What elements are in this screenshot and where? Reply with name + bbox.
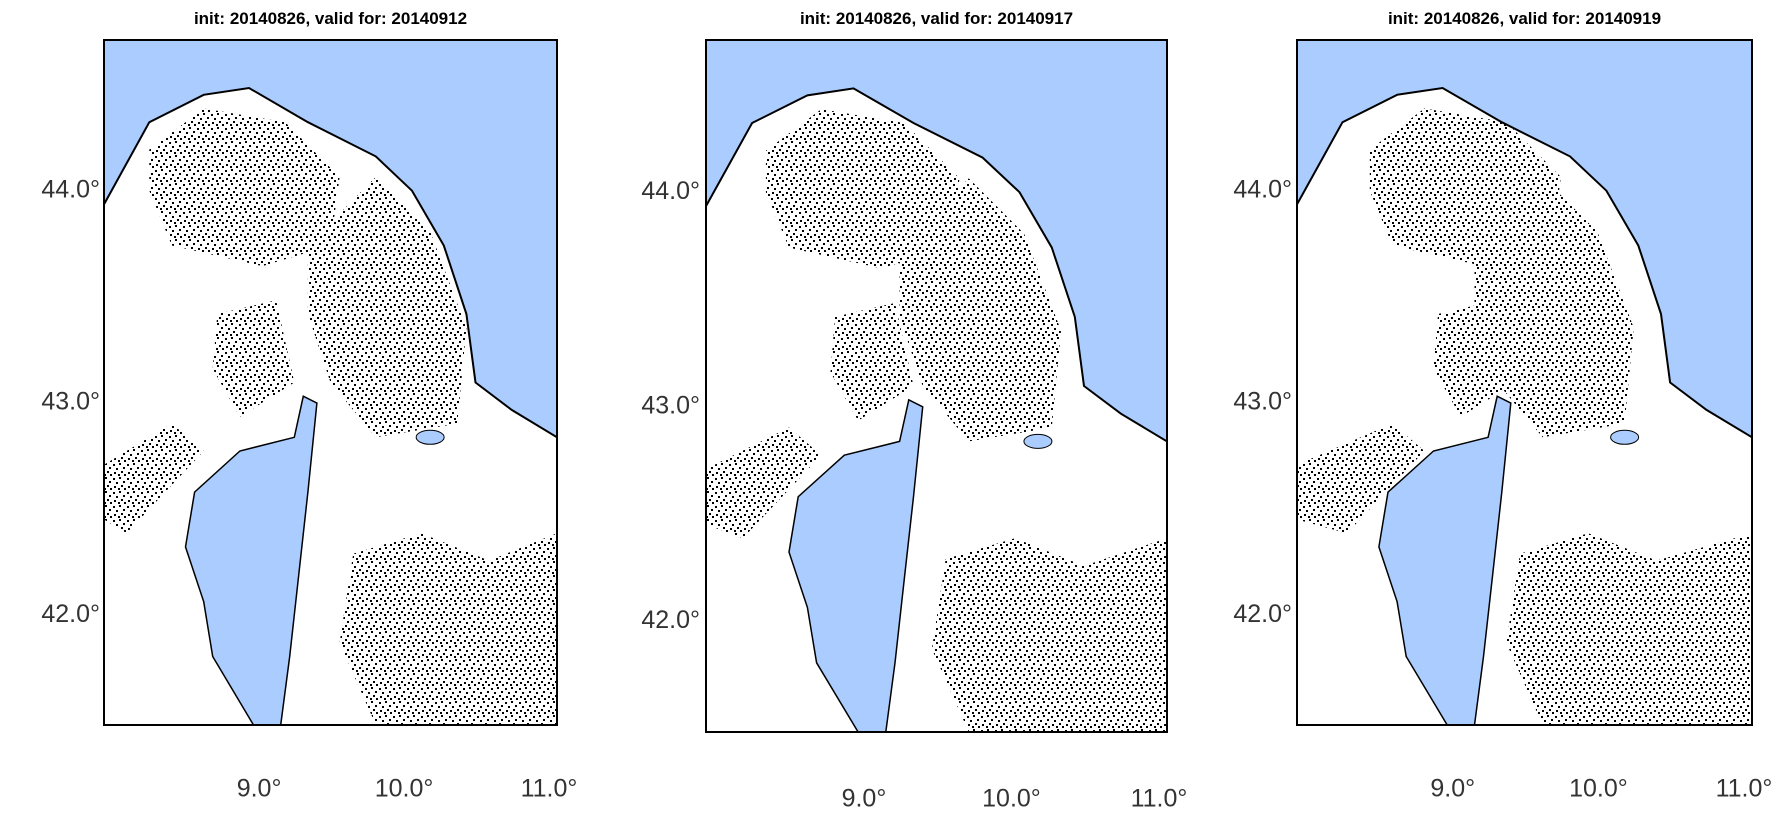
longitude-label: 10.0° — [375, 775, 434, 803]
panel-title: init: 20140826, valid for: 20140917 — [800, 9, 1073, 28]
latitude-label: 43.0° — [641, 391, 700, 419]
latitude-label: 43.0° — [1233, 388, 1292, 416]
small-island — [416, 430, 444, 444]
longitude-label: 9.0° — [237, 775, 282, 803]
latitude-label: 42.0° — [1233, 600, 1292, 628]
longitude-label: 11.0° — [1716, 775, 1773, 803]
map-panel: init: 20140826, valid for: 20140912 44.0°… — [41, 9, 577, 803]
map-panel: init: 20140826, valid for: 20140917 44.0°… — [641, 9, 1187, 813]
panel-title: init: 20140826, valid for: 20140912 — [194, 9, 467, 28]
small-island — [1611, 430, 1639, 444]
latitude-label: 44.0° — [641, 177, 700, 205]
longitude-label: 10.0° — [1569, 775, 1628, 803]
longitude-label: 11.0° — [521, 775, 578, 803]
longitude-label: 9.0° — [842, 785, 887, 813]
particle-cloud — [1506, 533, 1752, 725]
map-panel: init: 20140826, valid for: 20140919 44.0°… — [1233, 9, 1772, 803]
latitude-label: 42.0° — [641, 606, 700, 634]
longitude-label: 9.0° — [1430, 775, 1475, 803]
map-figure: init: 20140826, valid for: 20140912 44.0°… — [0, 0, 1781, 817]
longitude-label: 10.0° — [982, 785, 1041, 813]
latitude-label: 42.0° — [41, 600, 100, 628]
particle-cloud — [932, 538, 1167, 732]
latitude-label: 44.0° — [1233, 175, 1292, 203]
longitude-label: 11.0° — [1131, 785, 1188, 813]
small-island — [1024, 434, 1052, 448]
latitude-label: 43.0° — [41, 388, 100, 416]
latitude-label: 44.0° — [41, 175, 100, 203]
panel-title: init: 20140826, valid for: 20140919 — [1388, 9, 1661, 28]
particle-cloud — [340, 533, 557, 725]
